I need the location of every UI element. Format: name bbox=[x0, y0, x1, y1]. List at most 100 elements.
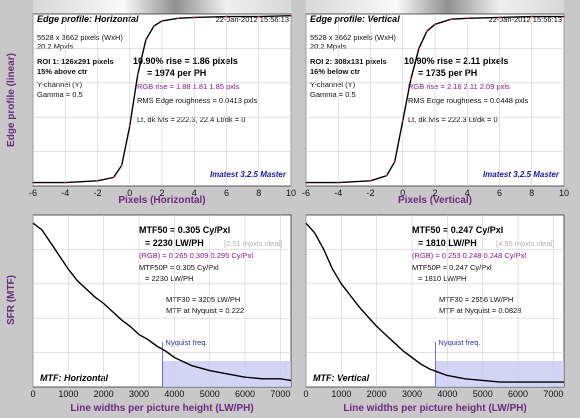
edge-h-data-point bbox=[96, 179, 99, 182]
mtf-h-x-tick-label: 2000 bbox=[94, 389, 114, 399]
edge-v-x-axis-label: Pixels (Vertical) bbox=[398, 195, 472, 206]
edge-v-roi: ROI 2: 308x131 pixels bbox=[310, 57, 387, 66]
edge-h-gamma: Gamma = 0.5 bbox=[37, 90, 83, 99]
mtf-h-mtf50p: MTF50P = 0.305 Cy/Pxl bbox=[139, 263, 219, 272]
mtf-h-x-tick-label: 5000 bbox=[200, 389, 220, 399]
edge-h-data-point bbox=[161, 19, 163, 22]
edge-v-data-point bbox=[426, 30, 428, 33]
edge-v-x-tick-label: 6 bbox=[497, 188, 502, 198]
edge-v-rgb-rise: RGB rise = 2.16 2.11 2.09 pxls bbox=[408, 82, 510, 91]
edge-v-rms: RMS Edge roughness = 0.0448 pxls bbox=[408, 96, 529, 105]
mtf-h-x-tick-label: 6000 bbox=[235, 389, 255, 399]
edge-v-x-tick-label: 8 bbox=[529, 188, 534, 198]
edge-h-brand: Imatest 3.2.5 Master bbox=[210, 170, 287, 179]
edge-h-data-point bbox=[120, 164, 123, 167]
edge-v-data-point bbox=[393, 161, 396, 163]
mtf-h-x-tick-label: 0 bbox=[30, 389, 35, 399]
edge-h-x-tick-label: 4 bbox=[192, 188, 197, 198]
edge-v-data-point bbox=[417, 47, 420, 50]
mtf-h-x-tick-label: 4000 bbox=[164, 389, 184, 399]
edge-h-data-point bbox=[153, 25, 155, 27]
mtf-v-nyquist-region bbox=[435, 361, 564, 387]
edge-h-roi: ROI 1: 126x291 pixels bbox=[37, 57, 114, 66]
edge-h-data-point bbox=[290, 14, 292, 17]
mtf-v-nyquist-label: Nyquist freq. bbox=[438, 338, 480, 347]
edge-v-rise: 10.90% rise = 2.11 pixels bbox=[404, 56, 508, 66]
edge-y-axis-label: Edge profile (linear) bbox=[6, 53, 17, 147]
mtf-h-x-tick-label: 7000 bbox=[270, 389, 290, 399]
mtf-h-nyquist-label: Nyquist freq. bbox=[165, 338, 207, 347]
edge-h-channel: Y-channel (Y) bbox=[37, 80, 83, 89]
mtf-h-ideal: [2.51 mpxls ideal] bbox=[224, 239, 282, 248]
edge-v-x-tick-label: 0 bbox=[400, 188, 405, 198]
edge-v-x-tick-label: 2 bbox=[432, 188, 437, 198]
mtf-v-x-tick-label: 3000 bbox=[402, 389, 422, 399]
edge-h-mpxls: 20.2 Mpxls bbox=[37, 42, 74, 51]
edge-v-data-point bbox=[369, 179, 372, 182]
edge-h-data-point bbox=[112, 176, 115, 179]
edge-v-dims: 5528 x 3662 pixels (WxH) bbox=[310, 33, 396, 42]
edge-v-rise-ph: = 1735 per PH bbox=[418, 68, 477, 78]
edge-h-x-tick-label: 10 bbox=[286, 188, 296, 198]
edge-v-gamma: Gamma = 0.5 bbox=[310, 90, 356, 99]
edge-h-data-point bbox=[144, 38, 147, 41]
mtf-h-series-line bbox=[32, 222, 292, 382]
edge-h-x-tick-label: 6 bbox=[224, 188, 229, 198]
mtf-v-rgb: (RGB) = 0.253 0.248 0.248 Cy/Pxl bbox=[412, 251, 526, 260]
edge-v-data-point bbox=[434, 23, 436, 26]
edge-h-x-tick-label: -6 bbox=[29, 188, 37, 198]
edge-h-data-point bbox=[136, 73, 139, 76]
edge-h-title: Edge profile: Horizontal bbox=[37, 14, 139, 24]
mtf-v-x-tick-label: 2000 bbox=[367, 389, 387, 399]
mtf-h-title: MTF: Horizontal bbox=[40, 373, 108, 383]
edge-h-data-point bbox=[64, 181, 67, 184]
mtf-h-plot-area bbox=[32, 214, 292, 388]
edge-v-data-point bbox=[563, 15, 565, 18]
edge-v-x-tick-label: -2 bbox=[366, 188, 374, 198]
edge-h-x-axis-label: Pixels (Horizontal) bbox=[118, 195, 205, 206]
mtf-v-mtf50p-lw: = 1810 LW/PH bbox=[418, 274, 466, 283]
edge-v-x-tick-label: 10 bbox=[559, 188, 569, 198]
edge-v-data-point bbox=[385, 174, 388, 177]
edge-v-channel: Y-channel (Y) bbox=[310, 80, 356, 89]
edge-h-x-tick-label: 2 bbox=[159, 188, 164, 198]
mtf-v-series-line bbox=[305, 222, 564, 383]
edge-v-data-point bbox=[450, 18, 453, 21]
edge-v-date: 22-Jan-2012 15:56:13 bbox=[489, 15, 562, 24]
mtf-h-mtf30: MTF30 = 3205 LW/PH bbox=[166, 295, 240, 304]
mtf-v-x-tick-label: 6000 bbox=[508, 389, 528, 399]
edge-h-dims: 5528 x 3662 pixels (WxH) bbox=[37, 33, 123, 42]
edge-h-rgb-rise: RGB rise = 1.88 1.81 1.85 pxls bbox=[137, 82, 240, 91]
edge-v-data-point bbox=[305, 181, 307, 184]
edge-v-brand: Imatest 3.2.5 Master bbox=[483, 170, 560, 179]
mtf-v-mtf50: MTF50 = 0.247 Cy/Pxl bbox=[412, 225, 503, 235]
mtf-h-x-tick-label: 1000 bbox=[58, 389, 78, 399]
edge-v-x-tick-label: 4 bbox=[465, 188, 470, 198]
mtf-v-x-tick-label: 7000 bbox=[543, 389, 563, 399]
edge-v-title: Edge profile: Vertical bbox=[310, 14, 400, 24]
mtf-v-x-tick-label: 1000 bbox=[331, 389, 351, 399]
edge-h-rms: RMS Edge roughness = 0.0413 pxls bbox=[137, 96, 258, 105]
edge-h-rise: 10.90% rise = 1.86 pixels bbox=[133, 56, 238, 66]
mtf-v-x-tick-label: 5000 bbox=[473, 389, 493, 399]
edge-h-x-tick-label: 0 bbox=[127, 188, 132, 198]
mtf-h-x-axis-label: Line widths per picture height (LW/PH) bbox=[70, 403, 253, 414]
edge-v-x-tick-label: -4 bbox=[334, 188, 342, 198]
edge-h-data-point bbox=[225, 15, 228, 18]
edge-v-roi-pos: 16% below ctr bbox=[310, 67, 360, 76]
sfr-y-axis-label: SFR (MTF) bbox=[6, 275, 17, 325]
edge-h-ltdk: Lt, dk lvls = 222.3, 22.4 Lt/dk = 0 bbox=[137, 115, 245, 124]
mtf-v-ideal: [4.95 mpxls ideal] bbox=[496, 239, 554, 248]
edge-strip-v bbox=[306, 0, 564, 14]
edge-v-mpxls: 20.2 Mpxls bbox=[310, 42, 347, 51]
mtf-h-nyq-value: MTF at Nyquist = 0.222 bbox=[166, 306, 244, 315]
edge-h-x-tick-label: 8 bbox=[256, 188, 261, 198]
edge-v-data-point bbox=[401, 119, 404, 122]
mtf-h-mtf50: MTF50 = 0.305 Cy/Pxl bbox=[139, 225, 230, 235]
edge-h-data-point bbox=[128, 124, 131, 127]
edge-h-rise-ph: = 1974 per PH bbox=[147, 68, 206, 78]
edge-v-data-point bbox=[466, 17, 469, 20]
edge-v-data-point bbox=[337, 181, 340, 184]
mtf-v-mtf30: MTF30 = 2556 LW/PH bbox=[439, 295, 513, 304]
